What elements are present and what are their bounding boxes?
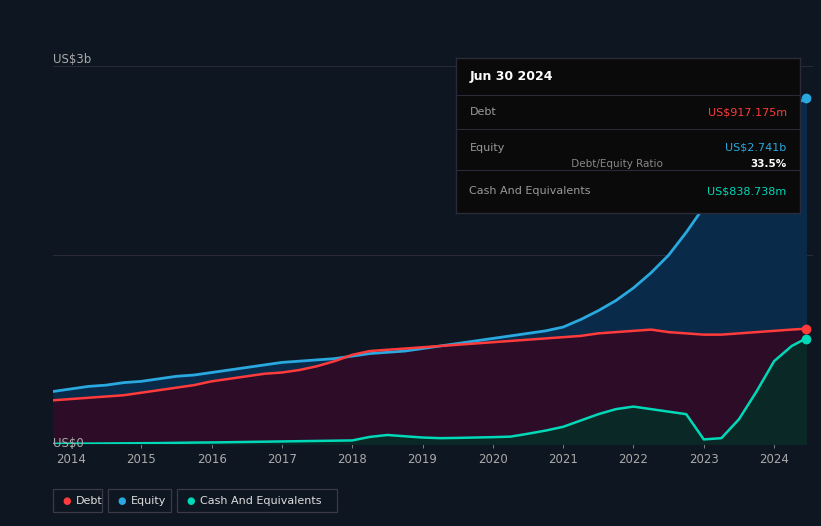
Text: ●: ● bbox=[117, 495, 126, 506]
Text: Debt/Equity Ratio: Debt/Equity Ratio bbox=[567, 159, 663, 169]
Text: Equity: Equity bbox=[131, 495, 167, 506]
Text: US$3b: US$3b bbox=[53, 53, 92, 66]
Text: US$917.175m: US$917.175m bbox=[708, 107, 787, 117]
Text: Jun 30 2024: Jun 30 2024 bbox=[470, 70, 553, 83]
Text: US$0: US$0 bbox=[53, 437, 84, 450]
Text: US$838.738m: US$838.738m bbox=[708, 186, 787, 196]
Text: 33.5%: 33.5% bbox=[750, 159, 787, 169]
Text: ●: ● bbox=[186, 495, 195, 506]
Text: Cash And Equivalents: Cash And Equivalents bbox=[470, 186, 591, 196]
Text: Debt: Debt bbox=[470, 107, 496, 117]
Text: Equity: Equity bbox=[470, 143, 505, 153]
Text: Debt: Debt bbox=[76, 495, 103, 506]
Text: ●: ● bbox=[62, 495, 71, 506]
Text: US$2.741b: US$2.741b bbox=[726, 143, 787, 153]
Text: Cash And Equivalents: Cash And Equivalents bbox=[200, 495, 322, 506]
